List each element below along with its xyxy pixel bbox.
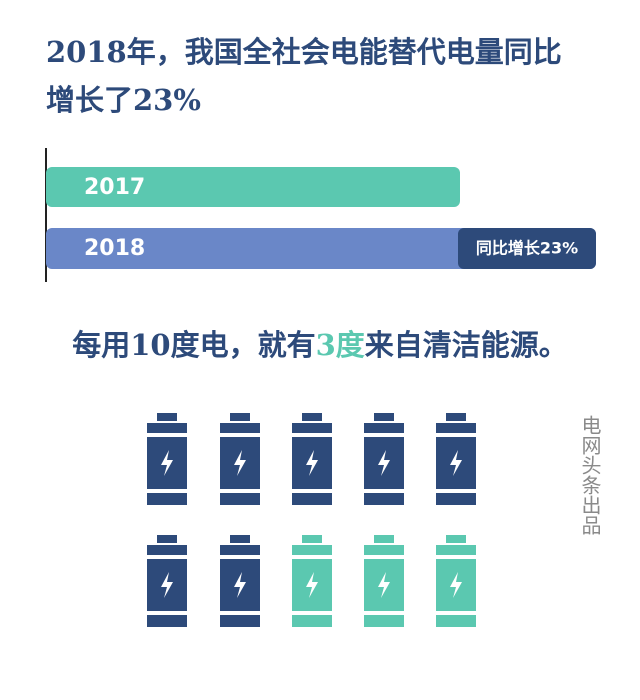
battery-cap xyxy=(157,413,177,421)
bolt xyxy=(378,572,390,598)
battery-bottom xyxy=(292,615,332,627)
battery-cap xyxy=(230,535,250,543)
battery-cap xyxy=(374,535,394,543)
title-line: 增长了23% xyxy=(46,83,201,117)
battery-bottom xyxy=(147,493,187,505)
bar-label: 2018 xyxy=(84,236,145,261)
battery-top xyxy=(436,545,476,555)
badge-bg xyxy=(458,228,596,269)
battery-bottom xyxy=(364,615,404,627)
sentence: 每用10度电，就有3度来自清洁能源。 xyxy=(72,328,568,362)
battery-bottom xyxy=(436,493,476,505)
battery-top xyxy=(147,545,187,555)
battery-bottom xyxy=(220,493,260,505)
battery-top xyxy=(292,423,332,433)
bar-label: 2017 xyxy=(84,175,145,200)
battery-cap xyxy=(446,413,466,421)
battery-top xyxy=(147,423,187,433)
title-line: 2018年，我国全社会电能替代电量同比 xyxy=(46,35,562,69)
battery-cap xyxy=(374,413,394,421)
battery-bottom xyxy=(220,615,260,627)
battery-cap xyxy=(302,413,322,421)
battery-cap xyxy=(302,535,322,543)
battery-top xyxy=(364,545,404,555)
bolt xyxy=(234,450,246,476)
sentence-highlight: 3度 xyxy=(316,328,365,362)
battery-bottom xyxy=(436,615,476,627)
battery-top xyxy=(220,545,260,555)
battery-cap xyxy=(230,413,250,421)
battery-top xyxy=(292,545,332,555)
batteries xyxy=(147,413,476,627)
battery-bottom xyxy=(292,493,332,505)
bolt xyxy=(161,450,173,476)
bar-2017 xyxy=(46,167,460,207)
bolt xyxy=(161,572,173,598)
battery-bottom xyxy=(364,493,404,505)
bolt xyxy=(450,450,462,476)
battery-top xyxy=(436,423,476,433)
bolt xyxy=(306,572,318,598)
bolt xyxy=(234,572,246,598)
battery-top xyxy=(220,423,260,433)
bolt xyxy=(306,450,318,476)
bolt xyxy=(450,572,462,598)
battery-cap xyxy=(446,535,466,543)
battery-cap xyxy=(157,535,177,543)
source: 电网头条出品 xyxy=(578,415,602,535)
sentence-part: 每用10度电，就有 xyxy=(72,328,315,362)
bolt xyxy=(378,450,390,476)
battery-top xyxy=(364,423,404,433)
sentence-part: 来自清洁能源。 xyxy=(365,328,568,362)
badge-text: 同比增长23% xyxy=(476,239,578,258)
battery-bottom xyxy=(147,615,187,627)
